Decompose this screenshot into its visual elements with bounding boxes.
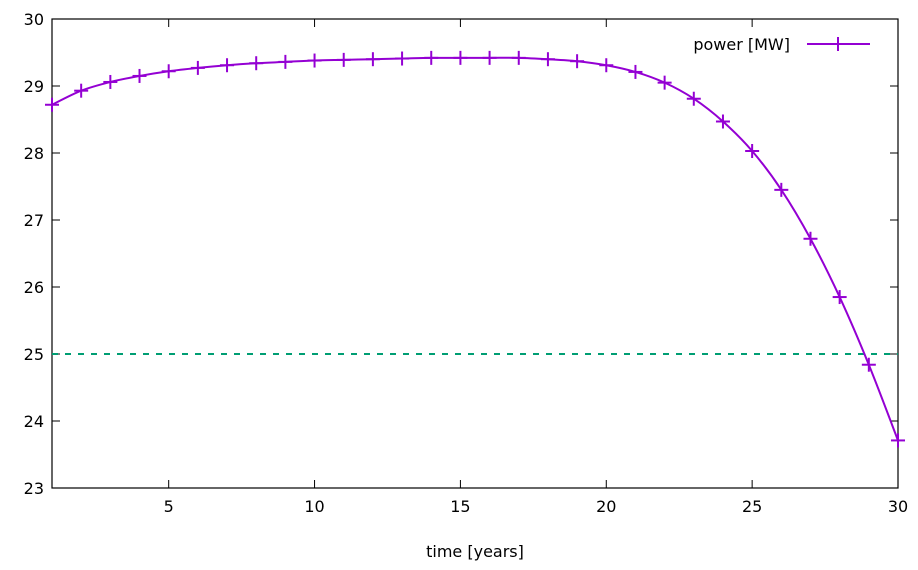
x-tick-label: 20 xyxy=(596,497,616,516)
y-tick-label: 23 xyxy=(24,479,44,498)
data-point xyxy=(599,58,614,73)
data-point xyxy=(832,290,847,305)
data-point xyxy=(336,52,351,67)
data-point xyxy=(45,97,59,112)
data-point xyxy=(220,58,235,73)
data-point xyxy=(161,64,176,79)
data-point xyxy=(249,56,264,71)
data-point xyxy=(657,75,672,90)
data-point xyxy=(482,50,497,65)
plot-frame xyxy=(51,18,899,489)
data-point xyxy=(395,51,410,66)
data-point xyxy=(103,74,118,89)
data-point xyxy=(803,231,818,246)
data-point xyxy=(686,91,701,106)
data-point xyxy=(745,143,760,158)
data-point xyxy=(424,50,439,65)
data-point xyxy=(132,68,147,83)
legend: power [MW] xyxy=(693,35,870,54)
y-tick-label: 25 xyxy=(24,345,44,364)
data-point xyxy=(307,53,322,68)
x-tick-label: 25 xyxy=(742,497,762,516)
x-tick-label: 5 xyxy=(164,497,174,516)
data-point xyxy=(861,357,876,372)
data-point xyxy=(453,50,468,65)
x-tick-label: 15 xyxy=(450,497,470,516)
legend-label: power [MW] xyxy=(693,35,790,54)
data-point xyxy=(774,182,789,197)
data-point xyxy=(511,50,526,65)
data-point xyxy=(628,64,643,79)
axes: 23 24 25 26 27 28 29 30 5 10 15 20 25 30 xyxy=(24,10,909,516)
x-tick-label: 10 xyxy=(304,497,324,516)
y-tick-label: 26 xyxy=(24,278,44,297)
x-axis-label: time [years] xyxy=(426,542,524,561)
y-tick-label: 28 xyxy=(24,144,44,163)
data-point xyxy=(365,52,380,67)
series xyxy=(45,50,905,448)
y-tick-label: 30 xyxy=(24,10,44,29)
x-tick-label: 30 xyxy=(888,497,908,516)
data-point xyxy=(540,52,555,67)
series-line xyxy=(51,56,899,441)
data-point xyxy=(278,54,293,69)
data-point xyxy=(190,60,205,75)
data-point xyxy=(715,114,730,129)
data-point xyxy=(74,83,89,98)
y-tick-label: 24 xyxy=(24,412,44,431)
data-point xyxy=(891,433,905,448)
y-tick-label: 29 xyxy=(24,77,44,96)
y-tick-label: 27 xyxy=(24,211,44,230)
data-point xyxy=(570,54,585,69)
